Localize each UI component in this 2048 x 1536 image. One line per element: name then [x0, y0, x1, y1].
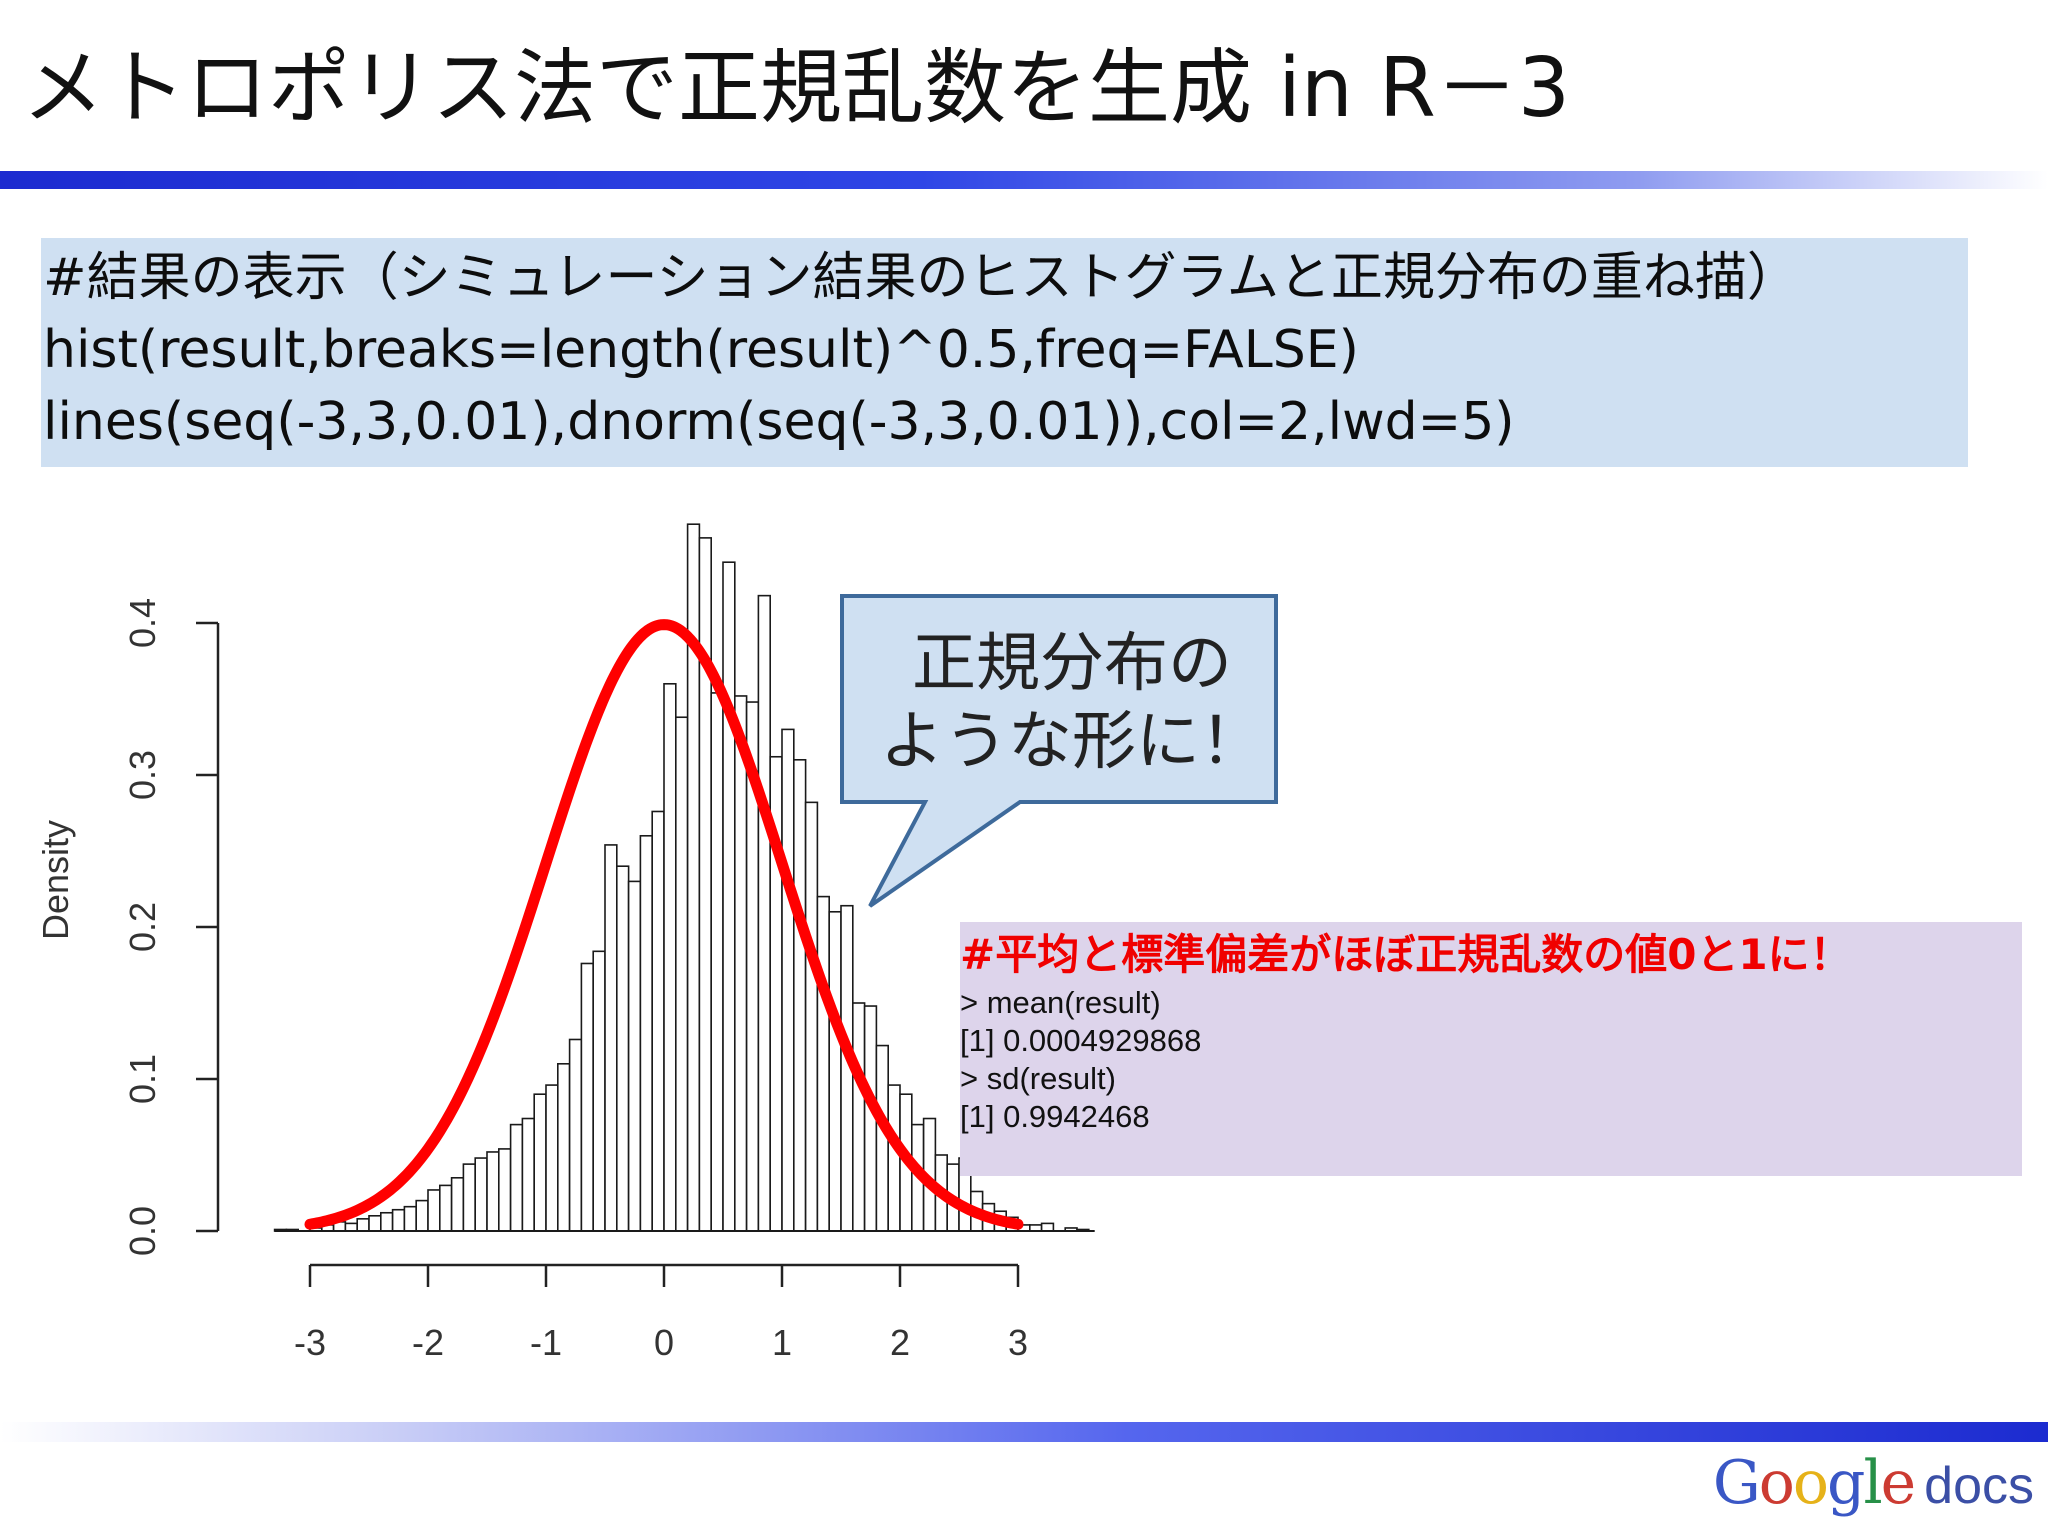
- x-tick-label: 3: [1008, 1322, 1028, 1363]
- google-wordmark: Google: [1712, 1448, 1916, 1518]
- code-line-hist: hist(result,breaks=length(result)^0.5,fr…: [43, 320, 1359, 380]
- histogram-bar: [804, 801, 819, 1232]
- histogram-bar: [580, 962, 595, 1232]
- google-letter: g: [1827, 1448, 1865, 1518]
- histogram-bar: [533, 1093, 547, 1232]
- histogram-bar: [710, 692, 724, 1232]
- console-line-sd-result: [1] 0.9942468: [960, 1099, 1150, 1134]
- histogram-bar: [828, 910, 842, 1232]
- speech-bubble: [840, 594, 1278, 908]
- docs-wordmark: docs: [1924, 1457, 2034, 1515]
- google-letter: o: [1758, 1448, 1795, 1518]
- console-output-box: #平均と標準偏差がほぼ正規乱数の値0と1に！ > mean(result) [1…: [960, 922, 2022, 1176]
- console-line-sd-cmd: > sd(result): [960, 1061, 1116, 1096]
- x-tick-label: -3: [294, 1322, 326, 1363]
- code-line-comment: #結果の表示（シミュレーション結果のヒストグラムと正規分布の重ね描）: [43, 248, 1799, 308]
- histogram-bar: [851, 1002, 866, 1232]
- code-box: #結果の表示（シミュレーション結果のヒストグラムと正規分布の重ね描） hist(…: [41, 238, 1968, 467]
- histogram-bar: [450, 1177, 465, 1232]
- histogram-bar: [887, 1084, 901, 1232]
- histogram-bar: [604, 844, 618, 1232]
- histogram-bar: [757, 594, 772, 1232]
- y-tick-label: 0.4: [122, 598, 163, 648]
- histogram-bar: [438, 1184, 453, 1232]
- x-tick-label: -1: [530, 1322, 562, 1363]
- histogram-bar: [1040, 1222, 1055, 1232]
- histogram-bar: [568, 1038, 583, 1232]
- code-line-lines: lines(seq(-3,3,0.01),dnorm(seq(-3,3,0.01…: [43, 392, 1515, 452]
- histogram-bar: [556, 1063, 571, 1232]
- x-tick-label: 2: [890, 1322, 910, 1363]
- histogram-bar: [545, 1084, 559, 1232]
- x-tick-label: 1: [772, 1322, 792, 1363]
- histogram-bar: [816, 895, 831, 1232]
- slide-title: メトロポリス法で正規乱数を生成 in R－3: [22, 41, 1571, 136]
- y-tick-label: 0.2: [122, 902, 163, 952]
- histogram-bar: [403, 1205, 417, 1232]
- histogram-bar: [615, 865, 630, 1232]
- histogram-bar: [592, 950, 606, 1232]
- google-letter: G: [1712, 1448, 1761, 1518]
- histogram-bar: [509, 1123, 524, 1232]
- chart-axes: 0.0 0.1 0.2 0.3 0.4 -3 -2 -1 0 1 2 3: [122, 598, 1028, 1363]
- callout-line-2: ような形に！: [880, 705, 1264, 779]
- histogram-chart: 0.0 0.1 0.2 0.3 0.4 -3 -2 -1 0 1 2 3 Density: [35, 523, 1095, 1363]
- console-heading: #平均と標準偏差がほぼ正規乱数の値0と1に！: [960, 930, 1852, 979]
- histogram-bar: [474, 1157, 488, 1232]
- google-letter: l: [1863, 1448, 1882, 1518]
- histogram-bar: [686, 523, 701, 1232]
- histogram-bar: [368, 1215, 382, 1232]
- footer-bar: [0, 1422, 2048, 1442]
- histogram-bar: [415, 1199, 429, 1232]
- google-docs-logo: Google docs: [1713, 1448, 2034, 1518]
- x-tick-label: 0: [654, 1322, 674, 1363]
- histogram-bar: [733, 695, 748, 1232]
- google-letter: e: [1880, 1448, 1916, 1518]
- histogram-bar: [497, 1148, 512, 1232]
- histogram-bar: [639, 834, 654, 1232]
- y-tick-label: 0.0: [122, 1206, 163, 1256]
- histogram-bar: [356, 1218, 370, 1232]
- histogram-bar: [521, 1117, 536, 1232]
- histogram-bar: [651, 810, 665, 1232]
- y-tick-label: 0.3: [122, 750, 163, 800]
- histogram-bar: [722, 561, 736, 1232]
- console-line-mean-result: [1] 0.0004929868: [960, 1023, 1202, 1058]
- callout-line-1: 正規分布の: [912, 627, 1232, 701]
- histogram-bar: [698, 537, 713, 1232]
- callout-text: 正規分布の ような形に！: [872, 625, 1272, 781]
- histogram-bar: [427, 1189, 441, 1232]
- histogram-bar: [344, 1222, 358, 1232]
- title-underline-bar: [0, 171, 2048, 189]
- histogram-bar: [674, 716, 689, 1232]
- histogram-bar: [379, 1211, 394, 1232]
- normal-density-curve: [304, 619, 1024, 1230]
- google-letter: o: [1792, 1448, 1829, 1518]
- histogram-bar: [663, 682, 677, 1232]
- y-tick-label: 0.1: [122, 1054, 163, 1104]
- histogram-bar: [462, 1163, 476, 1232]
- histogram-bar: [486, 1151, 500, 1232]
- histogram-bar: [781, 728, 795, 1232]
- histogram-bar: [792, 758, 807, 1232]
- histogram-bar: [391, 1208, 406, 1232]
- x-tick-label: -2: [412, 1322, 444, 1363]
- histogram-bars: [273, 523, 1095, 1232]
- histogram-bar: [627, 880, 642, 1232]
- console-line-mean-cmd: > mean(result): [960, 985, 1161, 1020]
- y-axis-title: Density: [35, 820, 76, 940]
